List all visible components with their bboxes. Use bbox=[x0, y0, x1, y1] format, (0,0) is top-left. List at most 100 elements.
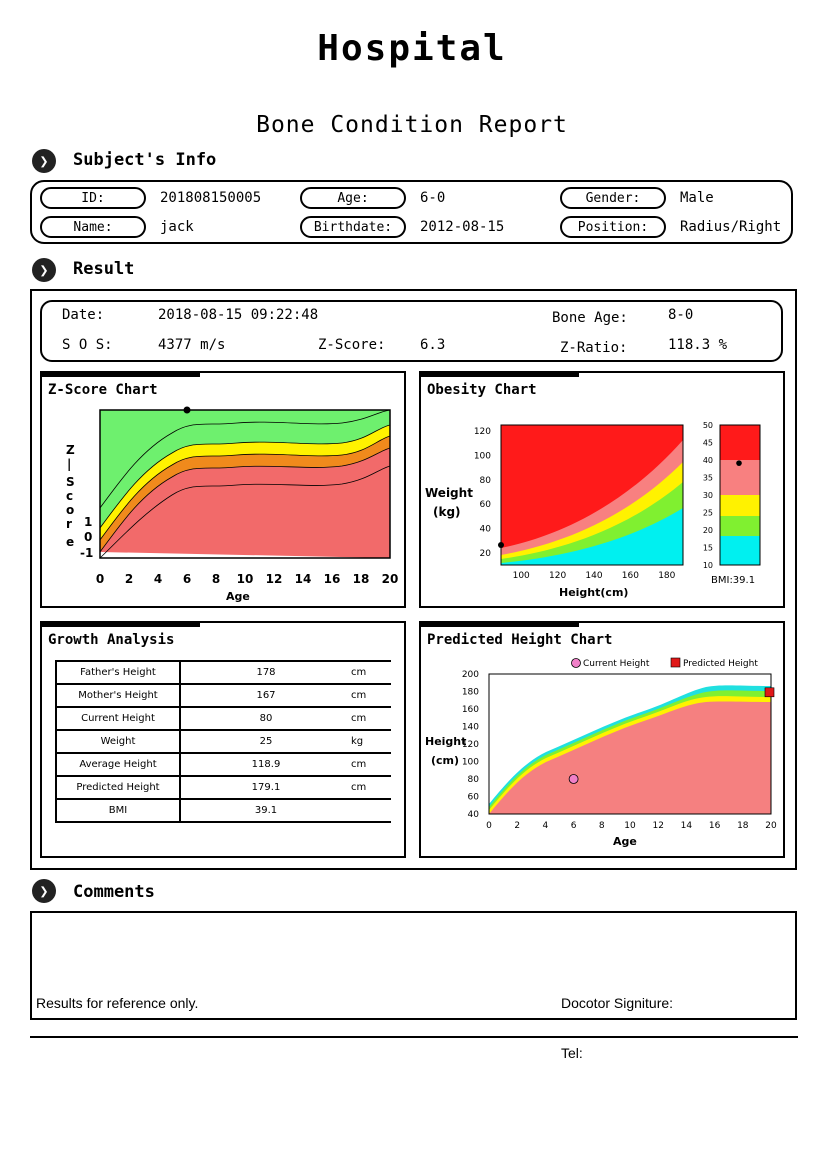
predicted-xtick: 12 bbox=[652, 821, 663, 831]
chevron-right-icon: ❯ bbox=[32, 879, 56, 903]
panel-title-bar bbox=[421, 623, 579, 627]
zratio-value: 118.3 % bbox=[668, 337, 728, 353]
legend-predicted-height: Predicted Height bbox=[683, 659, 758, 669]
id-value: 201808150005 bbox=[160, 190, 262, 206]
obesity-xtick: 160 bbox=[622, 571, 639, 581]
report-subtitle: Bone Condition Report bbox=[256, 112, 568, 138]
growth-row-label: Current Height bbox=[55, 706, 181, 731]
predicted-xtick: 0 bbox=[486, 821, 492, 831]
growth-row-value: 118.9 bbox=[251, 759, 281, 770]
growth-row-label: Father's Height bbox=[55, 660, 181, 685]
chevron-right-icon: ❯ bbox=[32, 258, 56, 282]
zscore-label: Z-Score: bbox=[318, 337, 386, 353]
predicted-ytick: 80 bbox=[468, 775, 480, 785]
zscore-ylabel-s: S bbox=[66, 475, 75, 489]
sos-value: 4377 m/s bbox=[158, 337, 226, 353]
predicted-height-panel bbox=[419, 621, 785, 858]
growth-row-value: 179.1 bbox=[251, 782, 281, 793]
growth-row-unit: cm bbox=[351, 759, 367, 770]
date-value: 2018-08-15 09:22:48 bbox=[158, 307, 319, 323]
predicted-ylabel-unit: (cm) bbox=[431, 754, 459, 767]
bone-age-value: 8-0 bbox=[668, 307, 694, 323]
obesity-chart: 20 40 60 80 100 120 100 120 140 160 180 Weight (k… bbox=[425, 421, 761, 599]
obesity-ytick: 20 bbox=[480, 549, 492, 559]
bmi-point bbox=[736, 460, 742, 466]
panel-title-bar bbox=[42, 373, 200, 377]
predicted-ytick: 100 bbox=[462, 758, 479, 768]
age-value: 6-0 bbox=[420, 190, 446, 206]
growth-row-unit: cm bbox=[351, 782, 367, 793]
comments-box[interactable] bbox=[30, 911, 797, 1020]
growth-row-label: Weight bbox=[55, 729, 181, 754]
zscore-xtick: 0 bbox=[96, 572, 104, 586]
id-label: ID: bbox=[40, 187, 146, 209]
growth-row: Average Height 118.9 cm bbox=[55, 752, 391, 777]
zscore-ylabel-z: Z bbox=[66, 443, 75, 457]
zscore-ylabel-r: r bbox=[66, 517, 72, 531]
zscore-bands bbox=[100, 410, 390, 558]
gender-label: Gender: bbox=[560, 187, 666, 209]
predicted-ytick: 160 bbox=[462, 705, 479, 715]
growth-row-unit: cm bbox=[351, 713, 367, 724]
growth-analysis-panel bbox=[40, 621, 406, 858]
growth-row-value: 25 bbox=[259, 736, 273, 747]
date-label: Date: bbox=[62, 307, 105, 323]
zscore-ytick: 1 bbox=[84, 515, 92, 529]
legend-current-height: Current Height bbox=[583, 659, 650, 669]
predicted-ytick: 180 bbox=[462, 688, 479, 698]
obesity-bands bbox=[501, 425, 683, 565]
predicted-height-legend-icon bbox=[670, 657, 681, 668]
growth-row-unit: cm bbox=[351, 667, 367, 678]
predicted-ytick: 60 bbox=[468, 793, 480, 803]
reference-note: Results for reference only. bbox=[36, 995, 199, 1011]
zscore-chart: 0 2 4 6 8 10 12 14 16 18 20 Z | S c o r e 1 0 -1 A… bbox=[66, 406, 398, 603]
subject-info-heading: Subject's Info bbox=[73, 150, 217, 170]
predicted-ytick: 40 bbox=[468, 810, 480, 820]
predicted-height-title: Predicted Height Chart bbox=[427, 632, 613, 648]
panel-title-bar bbox=[421, 373, 579, 377]
position-value: Radius/Right bbox=[680, 219, 782, 235]
predicted-xtick: 2 bbox=[514, 821, 520, 831]
obesity-ylabel-unit: (kg) bbox=[433, 505, 461, 519]
growth-row-value: 39.1 bbox=[254, 805, 278, 816]
sos-label: S O S: bbox=[62, 337, 113, 353]
growth-analysis-title: Growth Analysis bbox=[48, 632, 175, 648]
comments-heading: Comments bbox=[73, 882, 155, 902]
height-bands bbox=[489, 685, 771, 814]
predicted-height-chart: Current Height Predicted Height 40608010… bbox=[425, 657, 777, 848]
predicted-xtick: 18 bbox=[737, 821, 749, 831]
doctor-signature-label: Docotor Signiture: bbox=[561, 995, 674, 1011]
zscore-xlabel: Age bbox=[226, 590, 250, 603]
bmi-tick: 45 bbox=[703, 439, 713, 448]
predicted-ytick: 200 bbox=[462, 670, 479, 680]
bmi-tick: 40 bbox=[703, 456, 713, 465]
zscore-ylabel-bar: | bbox=[67, 457, 71, 471]
zscore-ytick: 0 bbox=[84, 530, 92, 544]
predicted-xtick: 4 bbox=[543, 821, 549, 831]
zscore-point bbox=[183, 406, 191, 414]
growth-row: BMI 39.1 bbox=[55, 798, 391, 823]
predicted-ylabel: Height bbox=[425, 735, 466, 748]
bmi-tick: 15 bbox=[703, 544, 713, 553]
obesity-chart-panel bbox=[419, 371, 785, 608]
zratio-label: Z-Ratio: bbox=[560, 340, 628, 356]
zscore-xtick: 18 bbox=[353, 572, 370, 586]
growth-row: Current Height 80 cm bbox=[55, 706, 391, 731]
bmi-tick: 50 bbox=[703, 421, 713, 430]
predicted-xtick: 20 bbox=[765, 821, 777, 831]
predicted-xtick: 10 bbox=[624, 821, 636, 831]
gender-value: Male bbox=[680, 190, 714, 206]
obesity-ylabel: Weight bbox=[425, 486, 473, 500]
obesity-ytick: 80 bbox=[480, 476, 492, 486]
obesity-point bbox=[498, 542, 504, 548]
zscore-xtick: 10 bbox=[237, 572, 254, 586]
zscore-ytick: -1 bbox=[80, 546, 93, 560]
predicted-xtick: 8 bbox=[599, 821, 605, 831]
result-heading: Result bbox=[73, 259, 135, 279]
predicted-height-point bbox=[764, 687, 775, 698]
zscore-xtick: 8 bbox=[212, 572, 220, 586]
predicted-xtick: 6 bbox=[571, 821, 577, 831]
chevron-right-icon: ❯ bbox=[32, 149, 56, 173]
obesity-ytick: 120 bbox=[474, 427, 491, 437]
predicted-ytick: 140 bbox=[462, 723, 479, 733]
